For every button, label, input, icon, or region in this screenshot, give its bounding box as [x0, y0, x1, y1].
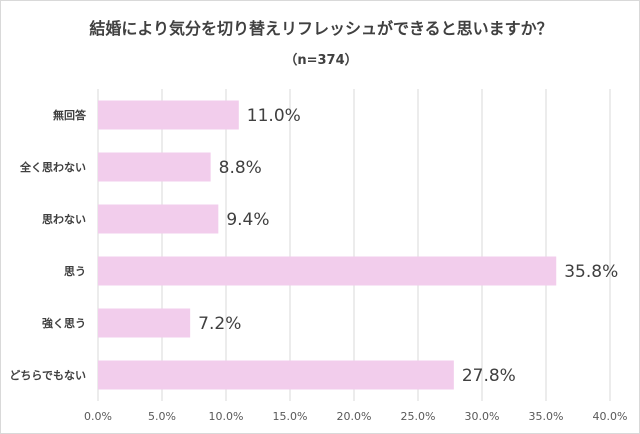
- data-label: 7.2%: [198, 314, 241, 334]
- x-tick-label: 0.0%: [84, 410, 112, 423]
- category-label: 全く思わない: [19, 160, 86, 174]
- bar: [98, 360, 454, 390]
- category-label: 思う: [64, 265, 86, 278]
- x-tick-label: 5.0%: [148, 410, 176, 423]
- bar: [98, 152, 211, 182]
- data-label: 35.8%: [564, 262, 618, 282]
- x-tick-label: 20.0%: [337, 410, 372, 423]
- x-tick-label: 35.0%: [529, 410, 564, 423]
- data-label: 9.4%: [226, 210, 269, 230]
- bar: [98, 100, 239, 130]
- bar: [98, 256, 557, 286]
- x-tick-label: 15.0%: [273, 410, 308, 423]
- category-label: どちらでもない: [9, 369, 86, 382]
- chart-subtitle: （n=374）: [284, 53, 358, 68]
- category-label: 無回答: [53, 108, 87, 122]
- category-label: 思わない: [42, 213, 86, 226]
- x-tick-label: 30.0%: [465, 410, 500, 423]
- x-tick-label: 10.0%: [209, 410, 244, 423]
- chart-title: 結婚により気分を切り替えリフレッシュができると思いますか？: [89, 19, 553, 38]
- data-label: 27.8%: [462, 366, 516, 386]
- bar: [98, 204, 219, 234]
- x-tick-label: 25.0%: [401, 410, 436, 423]
- data-label: 8.8%: [219, 158, 262, 178]
- x-tick-label: 40.0%: [593, 410, 628, 423]
- data-label: 11.0%: [247, 106, 301, 126]
- category-label: 強く思う: [42, 316, 86, 330]
- bar: [98, 308, 191, 338]
